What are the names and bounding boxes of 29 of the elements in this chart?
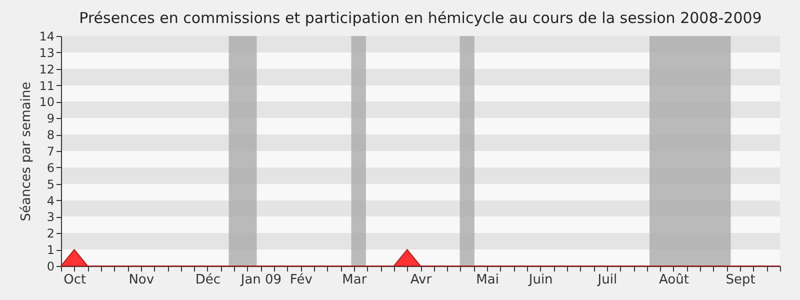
x-tick-label: Sept <box>726 272 756 288</box>
x-tick-label: Août <box>658 272 689 288</box>
y-tick-label: 4 <box>46 194 54 208</box>
x-tick-label: Juin <box>528 272 553 288</box>
x-tick-label: Déc <box>195 272 221 288</box>
x-tick-label: Fév <box>290 272 313 288</box>
y-tick-label: 13 <box>39 46 54 60</box>
x-tick-label: Mar <box>342 272 368 288</box>
y-tick-label: 14 <box>39 30 54 44</box>
y-tick-label: 10 <box>39 95 54 110</box>
y-tick-label: 0 <box>46 260 54 274</box>
x-tick-label: Oct <box>64 272 86 288</box>
y-tick-label: 8 <box>46 128 54 142</box>
y-tick-label: 2 <box>46 226 54 241</box>
y-tick-label: 11 <box>39 78 54 93</box>
y-tick-label: 3 <box>46 210 54 224</box>
y-tick-label: 1 <box>46 243 54 258</box>
x-tick-label: Nov <box>128 272 154 288</box>
x-tick-label: Avr <box>410 272 432 288</box>
y-tick-label: 7 <box>46 144 54 158</box>
y-tick-label: 6 <box>46 160 54 175</box>
y-tick-label: 5 <box>46 177 54 192</box>
y-tick-label: 12 <box>39 62 54 76</box>
y-tick-label: 9 <box>46 112 54 126</box>
x-tick-label: Juil <box>596 272 618 288</box>
y-axis-title: Séances par semaine <box>19 82 34 222</box>
x-tick-label: Mai <box>476 272 499 288</box>
x-tick-label: Jan 09 <box>240 272 282 288</box>
chart-title: Présences en commissions et participation en hémicycle au cours de la session 2008-2009 <box>79 9 762 27</box>
